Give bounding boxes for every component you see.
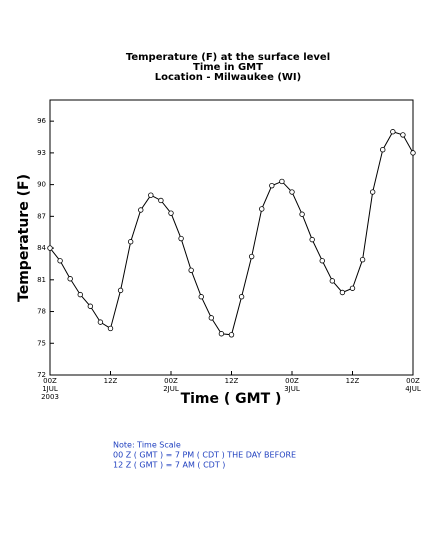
- point: [178, 235, 184, 242]
- y-axis-label: Temperature (F): [16, 174, 32, 302]
- y-tick-label: 72: [37, 371, 46, 379]
- point: [228, 332, 235, 338]
- point: [158, 197, 164, 204]
- point: [47, 245, 53, 251]
- point: [259, 206, 265, 212]
- point: [138, 207, 144, 213]
- chart-title: Location - Milwaukee (WI): [155, 72, 301, 83]
- point: [67, 276, 73, 282]
- x-tick-label: 00Z: [285, 377, 299, 385]
- y-tick-label: 75: [37, 339, 46, 347]
- y-tick-label: 90: [37, 181, 46, 189]
- point: [339, 289, 346, 296]
- point: [57, 258, 63, 264]
- point: [410, 150, 416, 156]
- note: 12 Z ( GMT ) = 7 AM ( CDT ): [113, 461, 225, 470]
- x-tick-label: 00Z: [406, 377, 420, 385]
- y-tick-label: 81: [37, 276, 46, 284]
- x-tick-label: 3JUL: [284, 385, 300, 393]
- point: [117, 287, 124, 294]
- y-tick-label: 96: [37, 117, 46, 125]
- note: 00 Z ( GMT ) = 7 PM ( CDT ) THE DAY BEFO…: [113, 451, 296, 460]
- point: [107, 325, 114, 332]
- x-tick-label: 1JUL: [42, 385, 58, 393]
- point: [188, 267, 194, 273]
- point: [208, 315, 215, 321]
- point: [309, 236, 315, 243]
- point: [400, 132, 406, 138]
- point: [359, 257, 366, 263]
- point: [148, 192, 154, 198]
- chart-title: Temperature (F) at the surface level: [126, 52, 330, 63]
- point: [299, 211, 305, 217]
- point: [369, 189, 376, 195]
- line: [49, 131, 414, 336]
- note: Note: Time Scale: [113, 441, 181, 450]
- point: [349, 285, 356, 291]
- point: [77, 291, 83, 298]
- point: [269, 182, 275, 189]
- point: [127, 239, 134, 245]
- point: [248, 253, 255, 260]
- point: [390, 129, 396, 135]
- point: [238, 294, 245, 300]
- x-tick-label: 00Z: [164, 377, 178, 385]
- point: [329, 278, 336, 284]
- x-tick-label: 4JUL: [405, 385, 421, 393]
- x-tick-label: 12Z: [104, 377, 118, 385]
- y-tick-label: 93: [37, 149, 46, 157]
- y-tick-label: 78: [37, 308, 46, 316]
- point: [87, 303, 94, 309]
- point: [198, 294, 204, 300]
- point: [380, 147, 386, 153]
- y-tick-label: 84: [37, 244, 46, 252]
- chart-title: Time in GMT: [193, 62, 263, 73]
- x-tick-label: 2003: [41, 393, 59, 401]
- point: [218, 331, 225, 337]
- x-axis-label: Time ( GMT ): [181, 391, 282, 407]
- x-tick-label: 12Z: [225, 377, 239, 385]
- point: [279, 178, 285, 185]
- point: [168, 210, 174, 216]
- x-tick-label: 12Z: [346, 377, 360, 385]
- point: [319, 258, 325, 264]
- y-tick-label: 87: [37, 212, 46, 220]
- x-tick-label: 2JUL: [163, 385, 179, 393]
- point: [97, 319, 104, 325]
- x-tick-label: 00Z: [43, 377, 57, 385]
- point: [289, 189, 295, 195]
